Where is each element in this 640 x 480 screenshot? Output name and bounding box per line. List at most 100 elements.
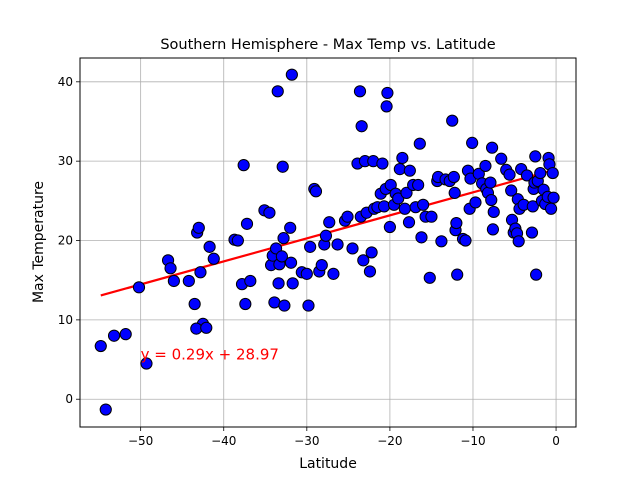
data-point xyxy=(425,210,438,223)
data-point xyxy=(415,231,428,244)
data-point xyxy=(466,136,479,150)
x-tick-label: −50 xyxy=(128,434,153,448)
plot-area: y = 0.29x + 28.97 xyxy=(79,57,577,428)
data-point xyxy=(383,220,396,234)
data-point xyxy=(119,328,132,341)
data-point xyxy=(240,217,254,230)
x-tick-label: −10 xyxy=(460,434,485,448)
data-point xyxy=(99,403,112,416)
data-point xyxy=(341,210,354,223)
data-points xyxy=(94,68,560,416)
data-point xyxy=(380,100,393,113)
data-point xyxy=(188,297,201,311)
data-point xyxy=(402,216,416,229)
data-point xyxy=(207,252,220,265)
data-point xyxy=(446,114,459,127)
data-point xyxy=(284,256,298,269)
data-point xyxy=(231,234,244,247)
data-point xyxy=(459,234,472,247)
data-point xyxy=(451,268,464,281)
data-point xyxy=(302,299,315,312)
data-point xyxy=(357,254,370,267)
data-point xyxy=(346,242,359,255)
data-point xyxy=(285,68,298,81)
regression-equation: y = 0.29x + 28.97 xyxy=(141,346,279,364)
y-grid xyxy=(80,81,576,400)
y-tick-label: 30 xyxy=(58,154,73,168)
x-tick-label: −40 xyxy=(211,434,236,448)
y-tick-label: 20 xyxy=(58,234,73,248)
data-point xyxy=(271,85,284,98)
data-point xyxy=(392,192,405,205)
x-axis: −50 −40 −30 −20 −10 0 xyxy=(128,427,560,448)
data-point xyxy=(520,169,534,182)
data-point xyxy=(203,240,216,253)
data-point xyxy=(485,193,498,207)
data-point xyxy=(192,221,205,234)
data-point xyxy=(355,120,368,133)
data-point xyxy=(530,268,543,281)
data-point xyxy=(323,216,336,229)
data-point xyxy=(200,321,213,334)
data-point xyxy=(525,226,539,239)
data-point xyxy=(485,141,499,154)
data-point xyxy=(94,339,107,353)
data-point xyxy=(381,86,394,100)
y-tick-label: 10 xyxy=(58,313,73,327)
data-point xyxy=(277,232,290,245)
data-point xyxy=(278,299,291,312)
data-point xyxy=(244,274,257,288)
data-point xyxy=(486,223,500,236)
x-tick-label: −20 xyxy=(377,434,402,448)
data-point xyxy=(495,152,508,165)
y-axis-label: Max Temperature xyxy=(31,181,47,303)
data-point xyxy=(304,240,317,253)
data-point xyxy=(412,178,425,192)
data-point xyxy=(353,85,367,98)
data-point xyxy=(331,238,344,251)
data-point xyxy=(534,166,547,180)
data-point xyxy=(319,229,333,242)
data-point xyxy=(376,157,389,170)
data-point xyxy=(194,266,207,279)
data-point xyxy=(413,137,426,150)
data-point xyxy=(423,271,436,284)
data-point xyxy=(447,170,460,184)
data-point xyxy=(365,246,378,259)
data-point xyxy=(479,159,492,173)
x-tick-label: −30 xyxy=(294,434,319,448)
data-point xyxy=(487,205,500,219)
data-point xyxy=(239,297,252,311)
data-point xyxy=(284,221,297,234)
data-point xyxy=(190,322,203,335)
data-point xyxy=(417,198,430,211)
data-point xyxy=(107,329,121,342)
y-tick-label: 0 xyxy=(65,392,73,406)
data-point xyxy=(469,196,482,209)
data-point xyxy=(512,235,525,248)
data-point xyxy=(503,168,516,181)
y-axis: 0 10 20 30 40 xyxy=(58,75,80,406)
data-point xyxy=(448,186,461,200)
x-axis-label: Latitude xyxy=(299,456,357,472)
data-point xyxy=(140,357,153,370)
data-point xyxy=(167,274,180,288)
data-point xyxy=(315,259,328,272)
data-point xyxy=(309,185,323,198)
data-point xyxy=(396,151,409,165)
data-point xyxy=(393,162,406,176)
data-point xyxy=(237,159,250,172)
y-tick-label: 40 xyxy=(58,75,73,89)
data-point xyxy=(363,265,377,278)
data-point xyxy=(526,200,539,213)
data-point xyxy=(182,274,195,288)
x-tick-label: 0 xyxy=(552,434,560,448)
data-point xyxy=(275,250,288,263)
plot-frame xyxy=(79,57,577,428)
data-point xyxy=(450,216,463,230)
data-point xyxy=(544,202,558,215)
data-point xyxy=(263,206,276,219)
data-point xyxy=(276,160,289,173)
data-point xyxy=(398,202,411,215)
